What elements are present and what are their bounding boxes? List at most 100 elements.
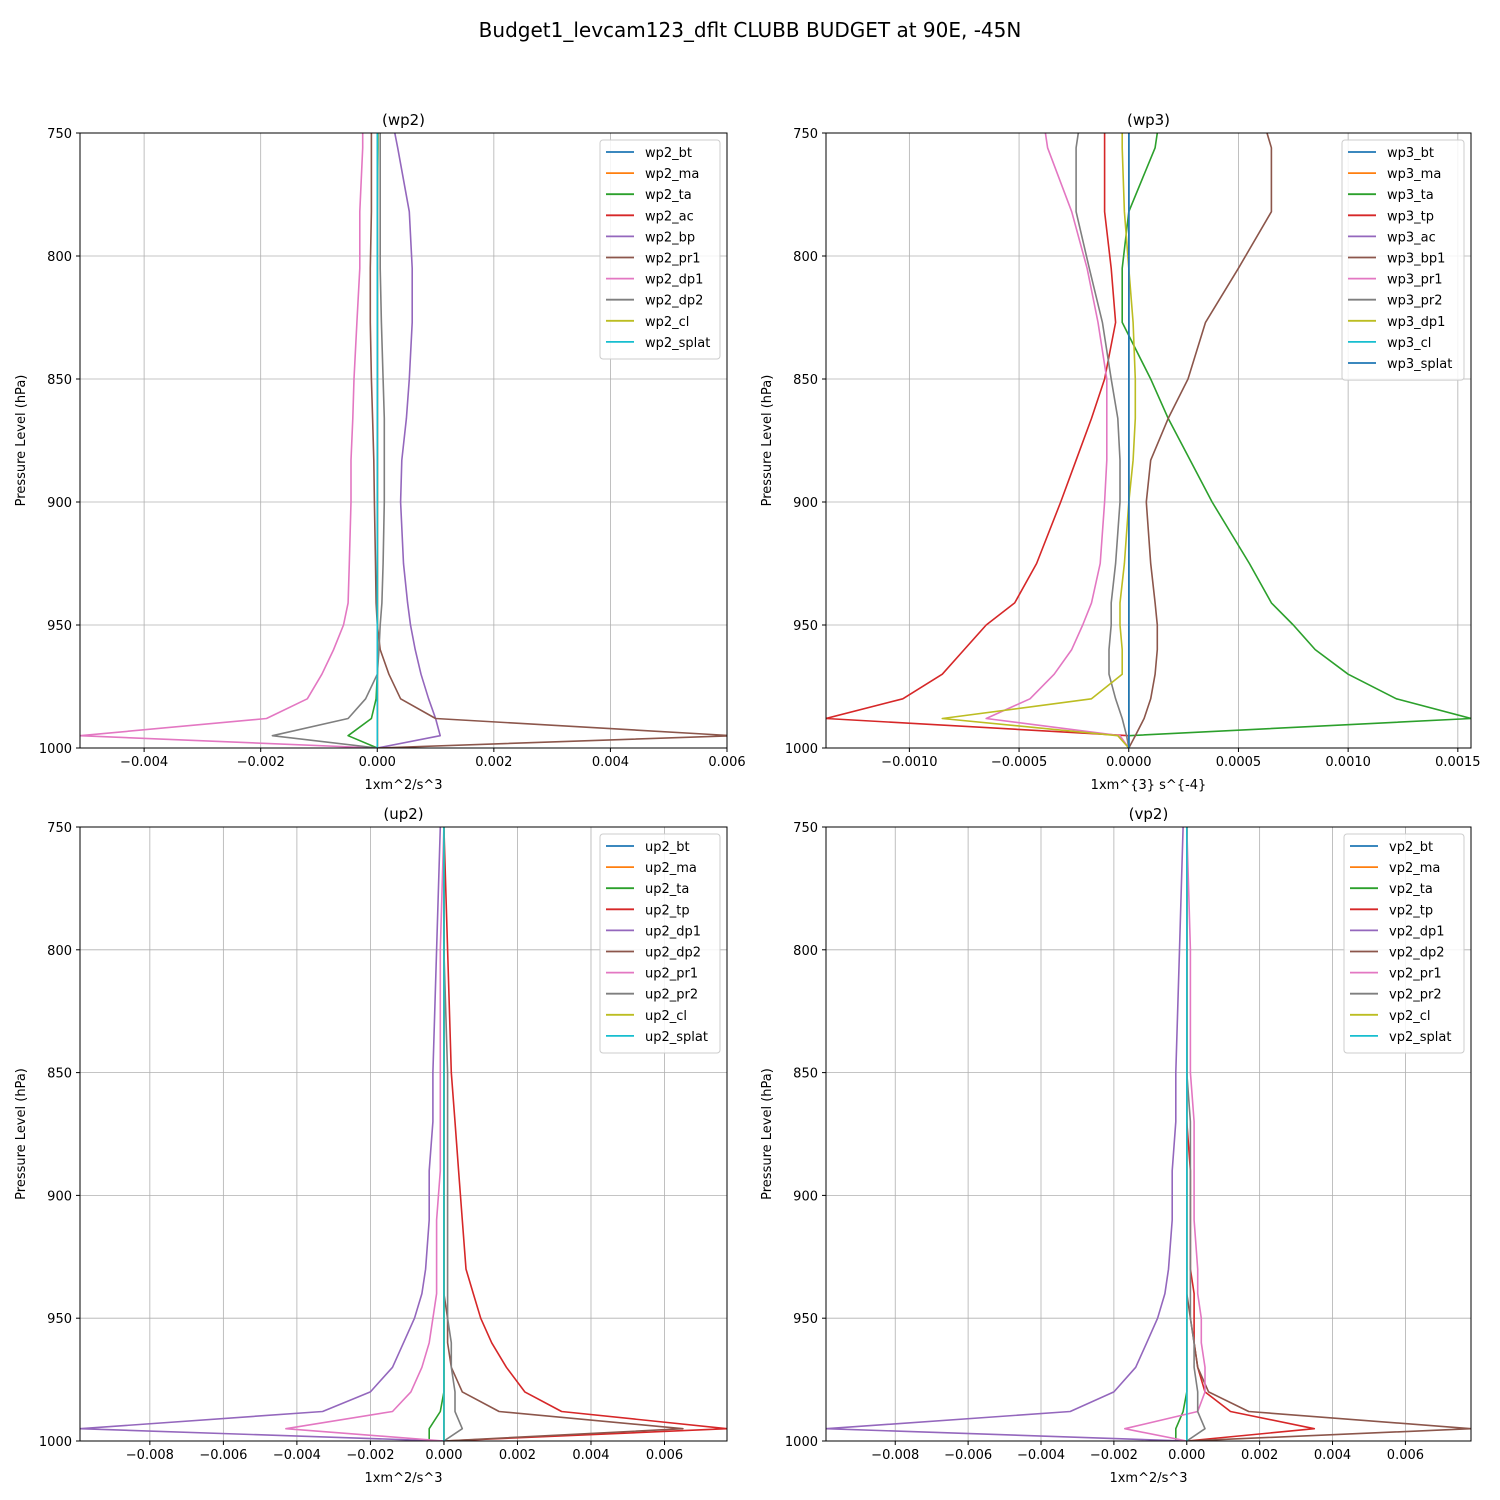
legend-label: wp2_ma xyxy=(645,167,699,182)
y-tick-label: 800 xyxy=(793,250,818,265)
legend-label: wp3_pr1 xyxy=(1387,273,1443,288)
x-tick-label: −0.004 xyxy=(1017,1448,1065,1463)
legend-label: vp2_ta xyxy=(1389,882,1433,897)
plot-frame xyxy=(79,826,728,1442)
legend-label: wp3_pr2 xyxy=(1387,294,1443,309)
y-tick-label: 1000 xyxy=(785,1435,818,1450)
legend-label: vp2_bt xyxy=(1389,840,1433,855)
y-tick-label: 750 xyxy=(793,127,818,142)
legend-label: up2_dp1 xyxy=(645,924,701,939)
x-axis-label: 1xm^{3} s^{-4} xyxy=(1091,778,1207,793)
x-tick-label: −0.0010 xyxy=(881,755,937,770)
x-tick-label: 0.006 xyxy=(646,1448,683,1463)
series-group xyxy=(826,827,1471,1441)
y-tick-label: 950 xyxy=(793,619,818,634)
plot-frame xyxy=(825,826,1472,1442)
x-tick-label: 0.006 xyxy=(1387,1448,1424,1463)
series-line-vp2_pr1 xyxy=(1124,827,1206,1441)
legend-label: wp2_ta xyxy=(645,188,692,203)
x-tick-label: −0.006 xyxy=(199,1448,247,1463)
y-tick-label: 800 xyxy=(793,944,818,959)
y-tick-label: 1000 xyxy=(39,742,72,757)
y-tick-label: 750 xyxy=(793,821,818,836)
legend-label: wp3_ma xyxy=(1387,167,1441,182)
y-tick-label: 850 xyxy=(793,1067,818,1082)
series-line-wp3_tp xyxy=(826,133,1130,748)
legend-label: wp2_dp2 xyxy=(645,294,703,309)
legend-label: wp3_bp1 xyxy=(1387,252,1445,267)
series-group xyxy=(80,827,727,1441)
x-axis-label: 1xm^2/s^3 xyxy=(364,1471,442,1486)
y-tick-label: 950 xyxy=(793,1312,818,1327)
chart-panel-0: −0.004 −0.002 0.000 0.002 0.004 0.006 750 800 85… xyxy=(14,111,746,793)
y-tick-label: 850 xyxy=(793,373,818,388)
plot-frame xyxy=(825,132,1472,749)
legend-label: wp2_pr1 xyxy=(645,252,701,267)
legend-label: vp2_ma xyxy=(1389,861,1440,876)
x-tick-label: −0.008 xyxy=(126,1448,174,1463)
legend-label: up2_ma xyxy=(645,861,697,876)
panel-title: (up2) xyxy=(383,805,423,823)
legend-label: vp2_pr1 xyxy=(1389,967,1442,982)
legend: up2_bt up2_ma up2_ta up2_tp up2_dp1 up2_dp2up… xyxy=(599,833,721,1054)
x-tick-label: 0.004 xyxy=(1314,1448,1351,1463)
legend-label: wp3_cl xyxy=(1387,336,1431,351)
y-axis-label: Pressure Level (hPa) xyxy=(14,375,29,507)
series-line-wp2_bp xyxy=(377,133,442,748)
legend-label: up2_ta xyxy=(645,882,689,897)
x-tick-label: −0.002 xyxy=(237,755,285,770)
series-line-wp3_pr1 xyxy=(985,133,1130,748)
y-tick-label: 950 xyxy=(47,619,72,634)
legend-label: up2_splat xyxy=(645,1030,708,1045)
y-tick-label: 900 xyxy=(47,496,72,511)
legend-label: up2_bt xyxy=(645,840,690,855)
y-tick-label: 750 xyxy=(47,127,72,142)
series-line-up2_dp1 xyxy=(80,827,444,1441)
legend-label: up2_cl xyxy=(645,1009,687,1024)
legend-label: vp2_cl xyxy=(1389,1009,1430,1024)
legend-label: wp2_bt xyxy=(645,146,692,161)
x-tick-label: 0.002 xyxy=(475,755,512,770)
legend-label: wp3_bt xyxy=(1387,146,1434,161)
legend: wp2_bt wp2_ma wp2_ta wp2_ac wp2_bp wp2_pr1 wp2… xyxy=(599,139,721,360)
series-group xyxy=(826,133,1471,748)
x-tick-label: 0.002 xyxy=(499,1448,536,1463)
y-tick-label: 900 xyxy=(47,1189,72,1204)
plot-frame xyxy=(79,132,728,749)
legend-label: vp2_tp xyxy=(1389,903,1433,918)
legend-label: wp3_tp xyxy=(1387,209,1434,224)
legend-label: vp2_dp1 xyxy=(1389,924,1445,939)
x-tick-label: 0.004 xyxy=(592,755,629,770)
legend: wp3_bt wp3_ma wp3_ta wp3_tp wp3_ac wp3_bp1 wp3… xyxy=(1341,139,1465,381)
x-tick-label: 0.0015 xyxy=(1435,755,1481,770)
series-line-up2_pr2 xyxy=(443,827,464,1441)
legend-label: up2_pr2 xyxy=(645,988,698,1003)
legend-label: wp3_ta xyxy=(1387,188,1434,203)
legend-label: wp2_bp xyxy=(645,230,695,245)
series-line-wp2_dp2 xyxy=(271,133,386,748)
series-line-vp2_dp1 xyxy=(826,827,1187,1441)
figure-title: Budget1_levcam123_dflt CLUBB BUDGET at 9… xyxy=(479,18,1022,42)
panel-title: (vp2) xyxy=(1129,805,1169,823)
x-tick-label: −0.002 xyxy=(1090,1448,1138,1463)
x-tick-label: −0.006 xyxy=(944,1448,992,1463)
y-tick-label: 850 xyxy=(47,373,72,388)
chart-panel-1: −0.0010 −0.0005 0.0000 0.0005 0.0010 0.0015 75… xyxy=(760,111,1481,793)
legend-label: up2_pr1 xyxy=(645,967,698,982)
y-tick-label: 800 xyxy=(47,250,72,265)
panel-title: (wp3) xyxy=(1127,111,1170,129)
series-line-wp3_ta xyxy=(1121,133,1471,748)
series-line-vp2_pr2 xyxy=(1186,827,1206,1441)
panel-title: (wp2) xyxy=(382,111,425,129)
x-tick-label: 0.004 xyxy=(572,1448,609,1463)
legend-label: wp3_dp1 xyxy=(1387,315,1445,330)
legend-label: up2_dp2 xyxy=(645,946,701,961)
x-tick-label: 0.006 xyxy=(708,755,745,770)
x-tick-label: −0.0005 xyxy=(991,755,1047,770)
series-line-wp3_pr2 xyxy=(1075,133,1130,748)
y-tick-label: 900 xyxy=(793,1189,818,1204)
legend-label: vp2_dp2 xyxy=(1389,946,1445,961)
y-tick-label: 800 xyxy=(47,944,72,959)
y-tick-label: 1000 xyxy=(39,1435,72,1450)
series-line-wp3_bp1 xyxy=(1128,133,1273,748)
